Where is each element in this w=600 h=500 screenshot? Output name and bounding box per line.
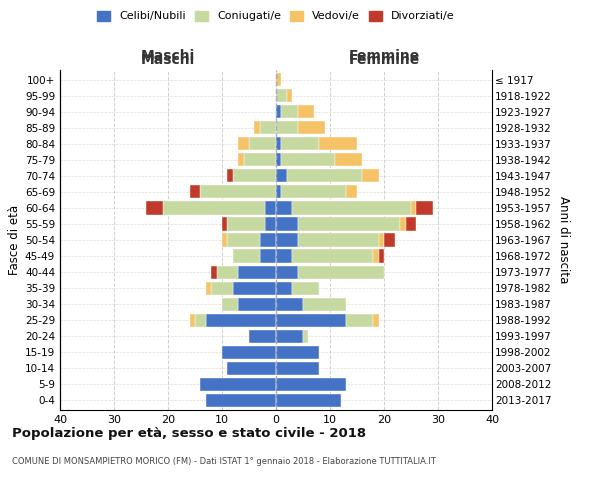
Bar: [346, 314, 373, 327]
Bar: [254, 121, 260, 134]
Bar: [335, 153, 362, 166]
Bar: [276, 234, 298, 246]
Bar: [227, 362, 276, 375]
Bar: [411, 202, 416, 214]
Bar: [292, 202, 411, 214]
Bar: [379, 250, 384, 262]
Bar: [276, 89, 287, 102]
Bar: [281, 105, 298, 118]
Legend: Celibi/Nubili, Coniugati/e, Vedovi/e, Divorziati/e: Celibi/Nubili, Coniugati/e, Vedovi/e, Di…: [97, 10, 455, 22]
Text: Popolazione per età, sesso e stato civile - 2018: Popolazione per età, sesso e stato civil…: [12, 428, 366, 440]
Bar: [200, 378, 276, 391]
Bar: [276, 250, 292, 262]
Bar: [200, 186, 276, 198]
Bar: [276, 378, 346, 391]
Bar: [195, 314, 206, 327]
Bar: [206, 314, 276, 327]
Bar: [298, 218, 400, 230]
Bar: [249, 137, 276, 150]
Text: Femmine: Femmine: [349, 48, 419, 62]
Bar: [298, 234, 379, 246]
Text: COMUNE DI MONSAMPIETRO MORICO (FM) - Dati ISTAT 1° gennaio 2018 - Elaborazione T: COMUNE DI MONSAMPIETRO MORICO (FM) - Dat…: [12, 458, 436, 466]
Bar: [217, 266, 238, 278]
Bar: [346, 186, 357, 198]
Bar: [276, 137, 281, 150]
Bar: [362, 170, 379, 182]
Bar: [384, 234, 395, 246]
Bar: [190, 314, 195, 327]
Bar: [416, 202, 433, 214]
Bar: [222, 234, 227, 246]
Bar: [233, 250, 260, 262]
Bar: [400, 218, 406, 230]
Bar: [276, 121, 298, 134]
Bar: [373, 314, 379, 327]
Bar: [276, 170, 287, 182]
Bar: [233, 170, 276, 182]
Bar: [276, 266, 298, 278]
Bar: [298, 105, 314, 118]
Bar: [276, 186, 281, 198]
Bar: [276, 394, 341, 407]
Text: Femmine: Femmine: [349, 53, 419, 67]
Bar: [406, 218, 416, 230]
Bar: [146, 202, 163, 214]
Bar: [238, 298, 276, 310]
Bar: [303, 298, 346, 310]
Y-axis label: Anni di nascita: Anni di nascita: [557, 196, 570, 284]
Text: Maschi: Maschi: [141, 48, 195, 62]
Bar: [298, 266, 384, 278]
Y-axis label: Fasce di età: Fasce di età: [8, 205, 21, 275]
Bar: [260, 250, 276, 262]
Bar: [238, 137, 249, 150]
Bar: [379, 234, 384, 246]
Bar: [276, 346, 319, 359]
Bar: [292, 250, 373, 262]
Bar: [227, 234, 260, 246]
Bar: [222, 218, 227, 230]
Bar: [190, 186, 200, 198]
Bar: [227, 218, 265, 230]
Bar: [276, 362, 319, 375]
Bar: [211, 282, 233, 294]
Bar: [222, 298, 238, 310]
Bar: [276, 330, 303, 343]
Bar: [276, 153, 281, 166]
Bar: [265, 218, 276, 230]
Bar: [276, 282, 292, 294]
Bar: [287, 89, 292, 102]
Bar: [281, 186, 346, 198]
Bar: [303, 330, 308, 343]
Bar: [276, 73, 281, 86]
Bar: [276, 314, 346, 327]
Bar: [281, 153, 335, 166]
Bar: [319, 137, 357, 150]
Bar: [260, 121, 276, 134]
Bar: [265, 202, 276, 214]
Bar: [276, 105, 281, 118]
Text: Maschi: Maschi: [141, 53, 195, 67]
Bar: [292, 282, 319, 294]
Bar: [163, 202, 265, 214]
Bar: [249, 330, 276, 343]
Bar: [238, 266, 276, 278]
Bar: [287, 170, 362, 182]
Bar: [276, 298, 303, 310]
Bar: [206, 394, 276, 407]
Bar: [238, 153, 244, 166]
Bar: [227, 170, 233, 182]
Bar: [373, 250, 379, 262]
Bar: [233, 282, 276, 294]
Bar: [206, 282, 211, 294]
Bar: [244, 153, 276, 166]
Bar: [211, 266, 217, 278]
Bar: [276, 202, 292, 214]
Bar: [298, 121, 325, 134]
Bar: [260, 234, 276, 246]
Bar: [222, 346, 276, 359]
Bar: [276, 218, 298, 230]
Bar: [281, 137, 319, 150]
